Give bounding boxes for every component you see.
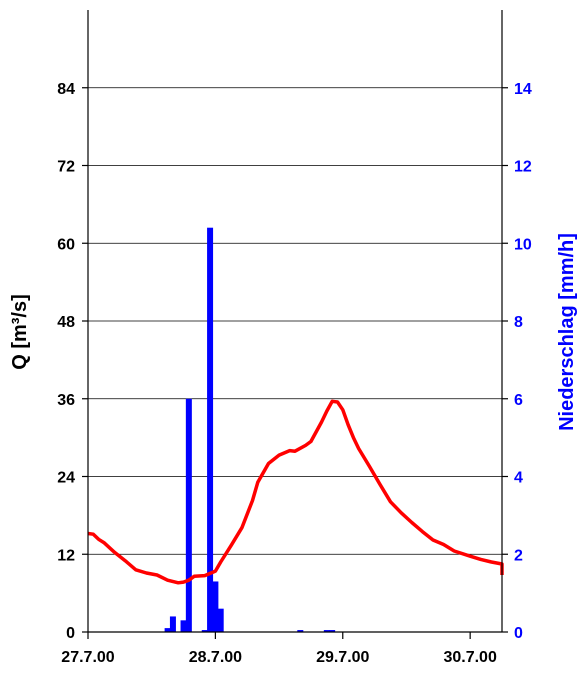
y-right-tick-label: 14 bbox=[514, 81, 532, 98]
precip-bar bbox=[207, 227, 214, 632]
y-right-tick-label: 0 bbox=[514, 625, 523, 642]
precip-bar bbox=[185, 398, 192, 632]
y-right-tick-label: 4 bbox=[514, 470, 523, 487]
x-tick-label: 27.7.00 bbox=[61, 649, 114, 666]
y-left-tick-label: 0 bbox=[66, 625, 75, 642]
precipitation-bars bbox=[164, 227, 336, 632]
right-axis-ticks: 0 2 4 6 8 10 12 14 bbox=[502, 81, 532, 642]
x-tick-label: 29.7.00 bbox=[316, 649, 369, 666]
precip-bar bbox=[201, 630, 208, 632]
x-axis-ticks: 27.7.00 28.7.00 29.7.00 30.7.00 bbox=[61, 632, 497, 666]
y-axis-right-label: Niederschlag [mm/h] bbox=[556, 233, 578, 431]
x-tick-label: 30.7.00 bbox=[443, 649, 496, 666]
y-left-tick-label: 24 bbox=[57, 470, 75, 487]
precip-bar bbox=[217, 608, 224, 632]
y-right-tick-label: 10 bbox=[514, 236, 532, 253]
discharge-line-group bbox=[87, 399, 504, 585]
precip-bar bbox=[297, 630, 304, 632]
y-right-tick-label: 12 bbox=[514, 159, 532, 176]
y-right-tick-label: 8 bbox=[514, 314, 523, 331]
y-left-tick-label: 84 bbox=[57, 81, 75, 98]
precip-bar bbox=[180, 620, 187, 632]
y-axis-left-label: Q [m³/s] bbox=[9, 294, 31, 370]
discharge-line bbox=[87, 399, 504, 585]
precip-bar bbox=[212, 581, 219, 632]
y-right-tick-label: 6 bbox=[514, 392, 523, 409]
y-left-tick-label: 60 bbox=[57, 236, 75, 253]
y-left-tick-label: 36 bbox=[57, 392, 75, 409]
precip-bar bbox=[329, 630, 336, 632]
precip-bar bbox=[169, 616, 176, 632]
y-left-tick-label: 72 bbox=[57, 159, 75, 176]
left-axis-ticks: 0 12 24 36 48 60 72 84 bbox=[57, 81, 88, 642]
gridlines bbox=[88, 87, 502, 555]
y-left-tick-label: 48 bbox=[57, 314, 75, 331]
y-left-tick-label: 12 bbox=[57, 547, 75, 564]
precip-bar bbox=[164, 628, 171, 632]
x-tick-label: 28.7.00 bbox=[189, 649, 242, 666]
y-right-tick-label: 2 bbox=[514, 547, 523, 564]
precip-bar bbox=[323, 630, 330, 632]
